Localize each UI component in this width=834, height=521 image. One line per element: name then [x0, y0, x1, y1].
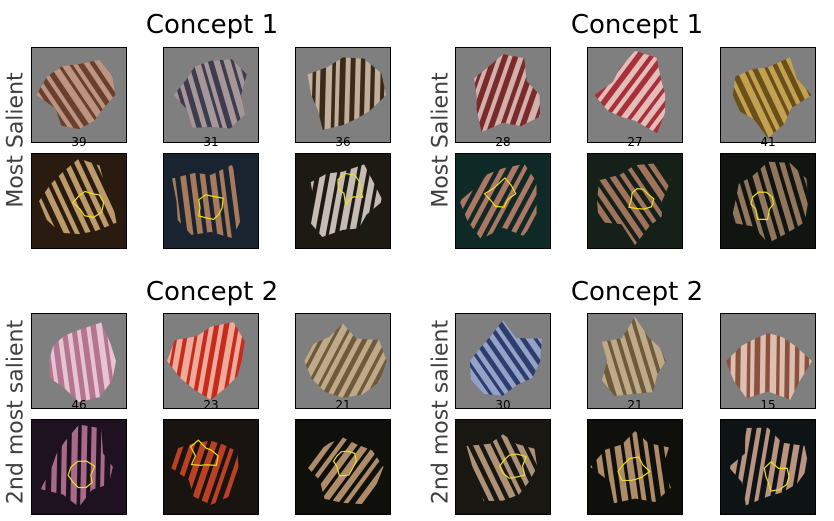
- concept-patch: [163, 47, 259, 143]
- photo-image: [164, 420, 258, 514]
- example-photo: [587, 419, 683, 515]
- patch-image: [166, 322, 245, 400]
- example-photo: [455, 153, 551, 249]
- patch-image: [474, 54, 541, 133]
- concept-patch: [295, 313, 391, 409]
- photo-image: [32, 420, 126, 514]
- photo-image: [456, 154, 550, 248]
- example-photo: [163, 419, 259, 515]
- patch-image: [469, 320, 542, 396]
- photo-image: [32, 154, 126, 248]
- patch-count: 23: [203, 398, 219, 412]
- row-label: 2nd most salient: [3, 319, 29, 505]
- patch-image: [49, 322, 117, 403]
- patch-count: 15: [760, 398, 776, 412]
- example-photo: [31, 419, 127, 515]
- panel-title: Concept 1: [570, 10, 704, 40]
- patch-count: 36: [335, 135, 351, 149]
- concept-patch: [31, 47, 127, 143]
- panel-title: Concept 1: [145, 10, 279, 40]
- example-photo: [587, 153, 683, 249]
- patch-image: [732, 57, 812, 139]
- patch-image: [304, 323, 387, 398]
- photo-image: [296, 420, 390, 514]
- photo-image: [456, 420, 550, 514]
- saliency-outline: [71, 190, 105, 218]
- saliency-outline: [483, 177, 517, 208]
- patch-image: [594, 50, 666, 134]
- example-photo: [455, 419, 551, 515]
- row-label: 2nd most salient: [428, 319, 454, 505]
- saliency-outline: [67, 460, 96, 489]
- patch-count: 30: [495, 398, 511, 412]
- patch-count: 31: [203, 135, 219, 149]
- example-photo: [295, 419, 391, 515]
- concept-patch: [163, 313, 259, 409]
- patch-image: [307, 57, 387, 130]
- patch-image: [725, 333, 813, 400]
- photo-image: [588, 154, 682, 248]
- concept-patch: [720, 313, 816, 409]
- concept-patch: [587, 313, 683, 409]
- concept-patch: [587, 47, 683, 143]
- patch-count: 27: [627, 135, 643, 149]
- patch-count: 28: [495, 135, 511, 149]
- concept-patch: [295, 47, 391, 143]
- saliency-outline: [763, 461, 790, 492]
- patch-count: 21: [335, 398, 351, 412]
- patch-count: 39: [71, 135, 87, 149]
- saliency-outline: [332, 450, 357, 477]
- patch-image: [36, 59, 116, 130]
- concept-patch: [455, 47, 551, 143]
- saliency-outline: [197, 194, 224, 220]
- saliency-outline: [628, 188, 655, 210]
- panel-title: Concept 2: [145, 277, 279, 307]
- example-photo: [163, 153, 259, 249]
- photo-image: [296, 154, 390, 248]
- saliency-outline: [189, 439, 219, 466]
- photo-image: [588, 420, 682, 514]
- example-photo: [720, 419, 816, 515]
- saliency-outline: [337, 172, 364, 206]
- row-label: Most Salient: [428, 72, 454, 208]
- row-label: Most Salient: [3, 72, 29, 208]
- concept-patch: [31, 313, 127, 409]
- photo-image: [721, 154, 815, 248]
- saliency-outline: [750, 191, 775, 221]
- concept-patch: [455, 313, 551, 409]
- saliency-outline: [498, 453, 527, 479]
- patch-count: 46: [71, 398, 87, 412]
- panel-title: Concept 2: [570, 277, 704, 307]
- example-photo: [720, 153, 816, 249]
- photo-image: [721, 420, 815, 514]
- photo-image: [164, 154, 258, 248]
- patch-count: 21: [627, 398, 643, 412]
- saliency-outline: [617, 456, 651, 482]
- example-photo: [295, 153, 391, 249]
- patch-image: [173, 59, 247, 129]
- patch-count: 41: [760, 135, 776, 149]
- concept-patch: [720, 47, 816, 143]
- patch-image: [601, 316, 666, 397]
- example-photo: [31, 153, 127, 249]
